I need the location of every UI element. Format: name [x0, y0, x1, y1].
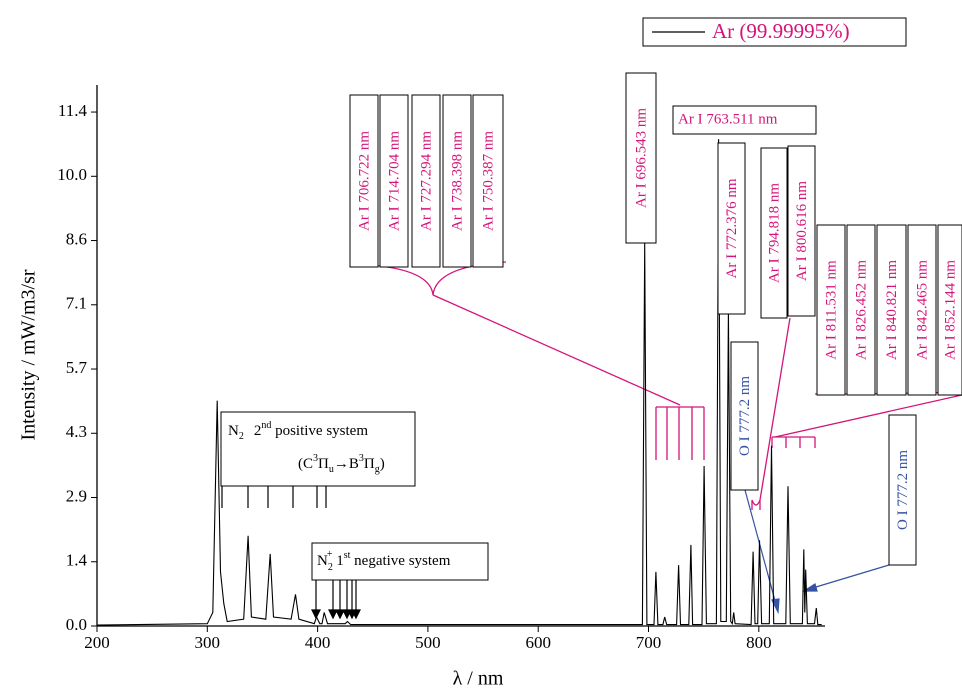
- annotation-box: [349, 94, 379, 268]
- x-tick-label: 300: [195, 633, 221, 652]
- annotation: O I 777.2 nm: [737, 376, 753, 456]
- x-tick-label: 200: [84, 633, 110, 652]
- annotation-box: [472, 94, 504, 268]
- x-tick-label: 400: [305, 633, 331, 652]
- annotation: Ar I 826.452 nm: [853, 260, 869, 360]
- annotation: Ar I 706.722 nm: [356, 131, 372, 231]
- y-tick-label: 5.7: [66, 358, 88, 377]
- y-tick-label: 4.3: [66, 422, 87, 441]
- annotation: Ar I 772.376 nm: [724, 178, 740, 278]
- annotation: Ar I 738.398 nm: [449, 131, 465, 231]
- annotation-box: [787, 145, 816, 317]
- x-axis-label: λ / nm: [453, 668, 504, 690]
- annotation-box: [220, 411, 416, 487]
- y-tick-label: 10.0: [57, 165, 87, 184]
- annotation: (C3Πu→B3Πg): [298, 453, 385, 475]
- annotation-box: [816, 224, 846, 396]
- annotation-box: [876, 224, 907, 396]
- annotation-box: [937, 224, 962, 396]
- annotation-box: [760, 147, 788, 319]
- o-arrows: [744, 489, 890, 615]
- annotation: Ar I 811.531 nm: [823, 260, 839, 360]
- annotation: O I 777.2 nm: [895, 450, 911, 530]
- y-tick-label: 1.4: [66, 551, 88, 570]
- annotation-box: [379, 94, 409, 268]
- annotation: N2 2nd positive system: [228, 420, 368, 442]
- x-tick-label: 800: [746, 633, 772, 652]
- annotation: Ar I 696.543 nm: [633, 108, 649, 208]
- annotation-box: [442, 94, 472, 268]
- annotation: Ar I 727.294 nm: [418, 131, 434, 231]
- x-tick-label: 500: [415, 633, 441, 652]
- line-series: [96, 139, 822, 626]
- y-tick-label: 11.4: [58, 101, 88, 120]
- legend-label: Ar (99.99995%): [712, 19, 850, 43]
- annotation: Ar I 840.821 nm: [884, 260, 900, 360]
- annotation: Ar I 842.465 nm: [914, 260, 930, 360]
- annotation: Ar I 800.616 nm: [794, 181, 810, 281]
- x-tick-label: 700: [636, 633, 662, 652]
- annotation: Ar I 852.144 nm: [942, 260, 958, 360]
- x-tick-label: 600: [525, 633, 551, 652]
- y-tick-label: 8.6: [66, 229, 87, 248]
- y-axis-label: Intensity / mW/m3/sr: [18, 269, 40, 440]
- annotation-box: [311, 542, 489, 581]
- annotation-box: [672, 105, 817, 135]
- y-tick-label: 0.0: [66, 615, 87, 634]
- annotation-box: [717, 142, 746, 315]
- annotation: Ar I 750.387 nm: [480, 131, 496, 231]
- y-tick-label: 2.9: [66, 486, 87, 505]
- annotation: N2+ 1st negative system: [317, 549, 451, 573]
- annotation-box: [888, 414, 917, 566]
- annotation-box: [730, 341, 759, 491]
- y-tick-label: 7.1: [66, 294, 87, 313]
- annotation: Ar I 714.704 nm: [386, 131, 402, 231]
- n2-markers: [221, 486, 361, 620]
- annotation: Ar I 794.818 nm: [766, 183, 782, 283]
- annotation-box: [625, 72, 657, 244]
- annotation-box: [907, 224, 937, 396]
- annotation-box: [846, 224, 876, 396]
- annotation: Ar I 763.511 nm: [678, 111, 778, 127]
- annotation-box: [411, 94, 441, 268]
